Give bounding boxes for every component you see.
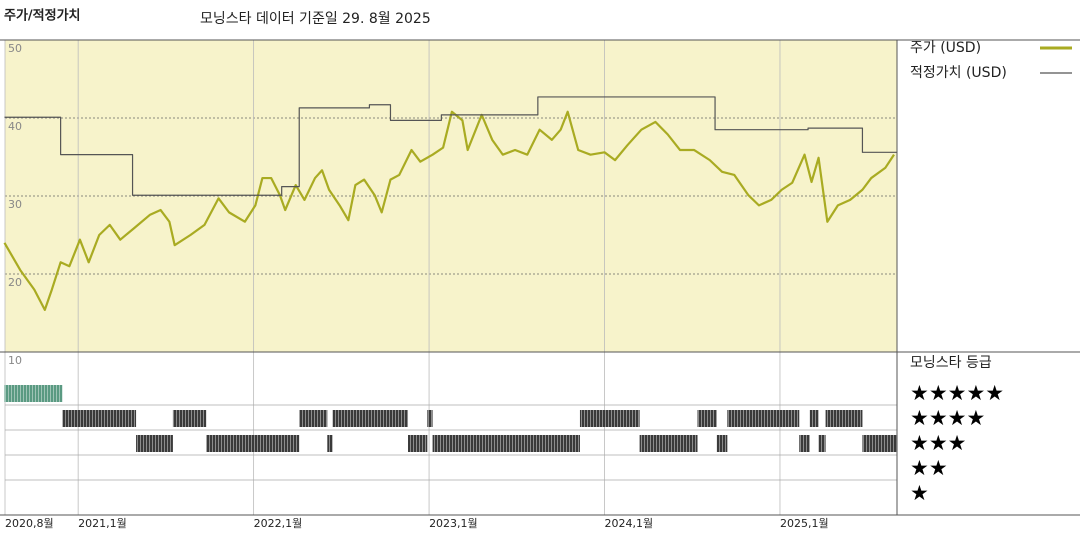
rating-bar: [579, 410, 640, 427]
rating-bar: [206, 435, 300, 452]
legend-label: 주가 (USD): [910, 40, 981, 56]
chart-subtitle: 모닝스타 데이터 기준일 29. 8월 2025: [200, 11, 431, 27]
rating-bar: [332, 410, 409, 427]
x-tick-label: 2021,1월: [78, 517, 127, 530]
rating-bar: [727, 410, 800, 427]
rating-label: ★★★: [910, 431, 966, 455]
series-line: [3, 110, 895, 311]
rating-bar: [697, 410, 717, 427]
rating-bar: [299, 410, 328, 427]
rating-bar: [408, 435, 428, 452]
rating-bar: [716, 435, 728, 452]
rating-label: ★★★★: [910, 406, 985, 430]
rating-label: ★★★★★: [910, 381, 1004, 405]
rating-label: ★: [910, 481, 929, 505]
chart-title: 주가/적정가치: [4, 8, 81, 24]
rating-bar: [427, 410, 433, 427]
x-tick-label: 2022,1월: [254, 517, 303, 530]
y-tick-label: 10: [8, 354, 22, 367]
rating-bar: [172, 410, 207, 427]
y-tick-label: 30: [8, 198, 22, 211]
y-tick-label: 20: [8, 276, 22, 289]
rating-bar: [432, 435, 580, 452]
rating-title: 모닝스타 등급: [910, 355, 992, 371]
y-tick-label: 40: [8, 120, 22, 133]
x-tick-label: 2023,1월: [429, 517, 478, 530]
series-line: [4, 96, 897, 196]
rating-bar: [825, 410, 863, 427]
x-tick-label: 2020,8월: [5, 517, 54, 530]
rating-bar: [639, 435, 698, 452]
x-tick-label: 2024,1월: [605, 517, 654, 530]
rating-bar: [818, 435, 826, 452]
y-tick-label: 50: [8, 42, 22, 55]
rating-bar: [62, 410, 137, 427]
x-tick-label: 2025,1월: [780, 517, 829, 530]
rating-bar: [862, 435, 898, 452]
rating-bar: [799, 435, 810, 452]
rating-bar: [136, 435, 173, 452]
rating-bar: [809, 410, 819, 427]
rating-bar: [4, 385, 63, 402]
legend-label: 적정가치 (USD): [910, 65, 1007, 81]
rating-bar: [327, 435, 333, 452]
rating-label: ★★: [910, 456, 948, 480]
